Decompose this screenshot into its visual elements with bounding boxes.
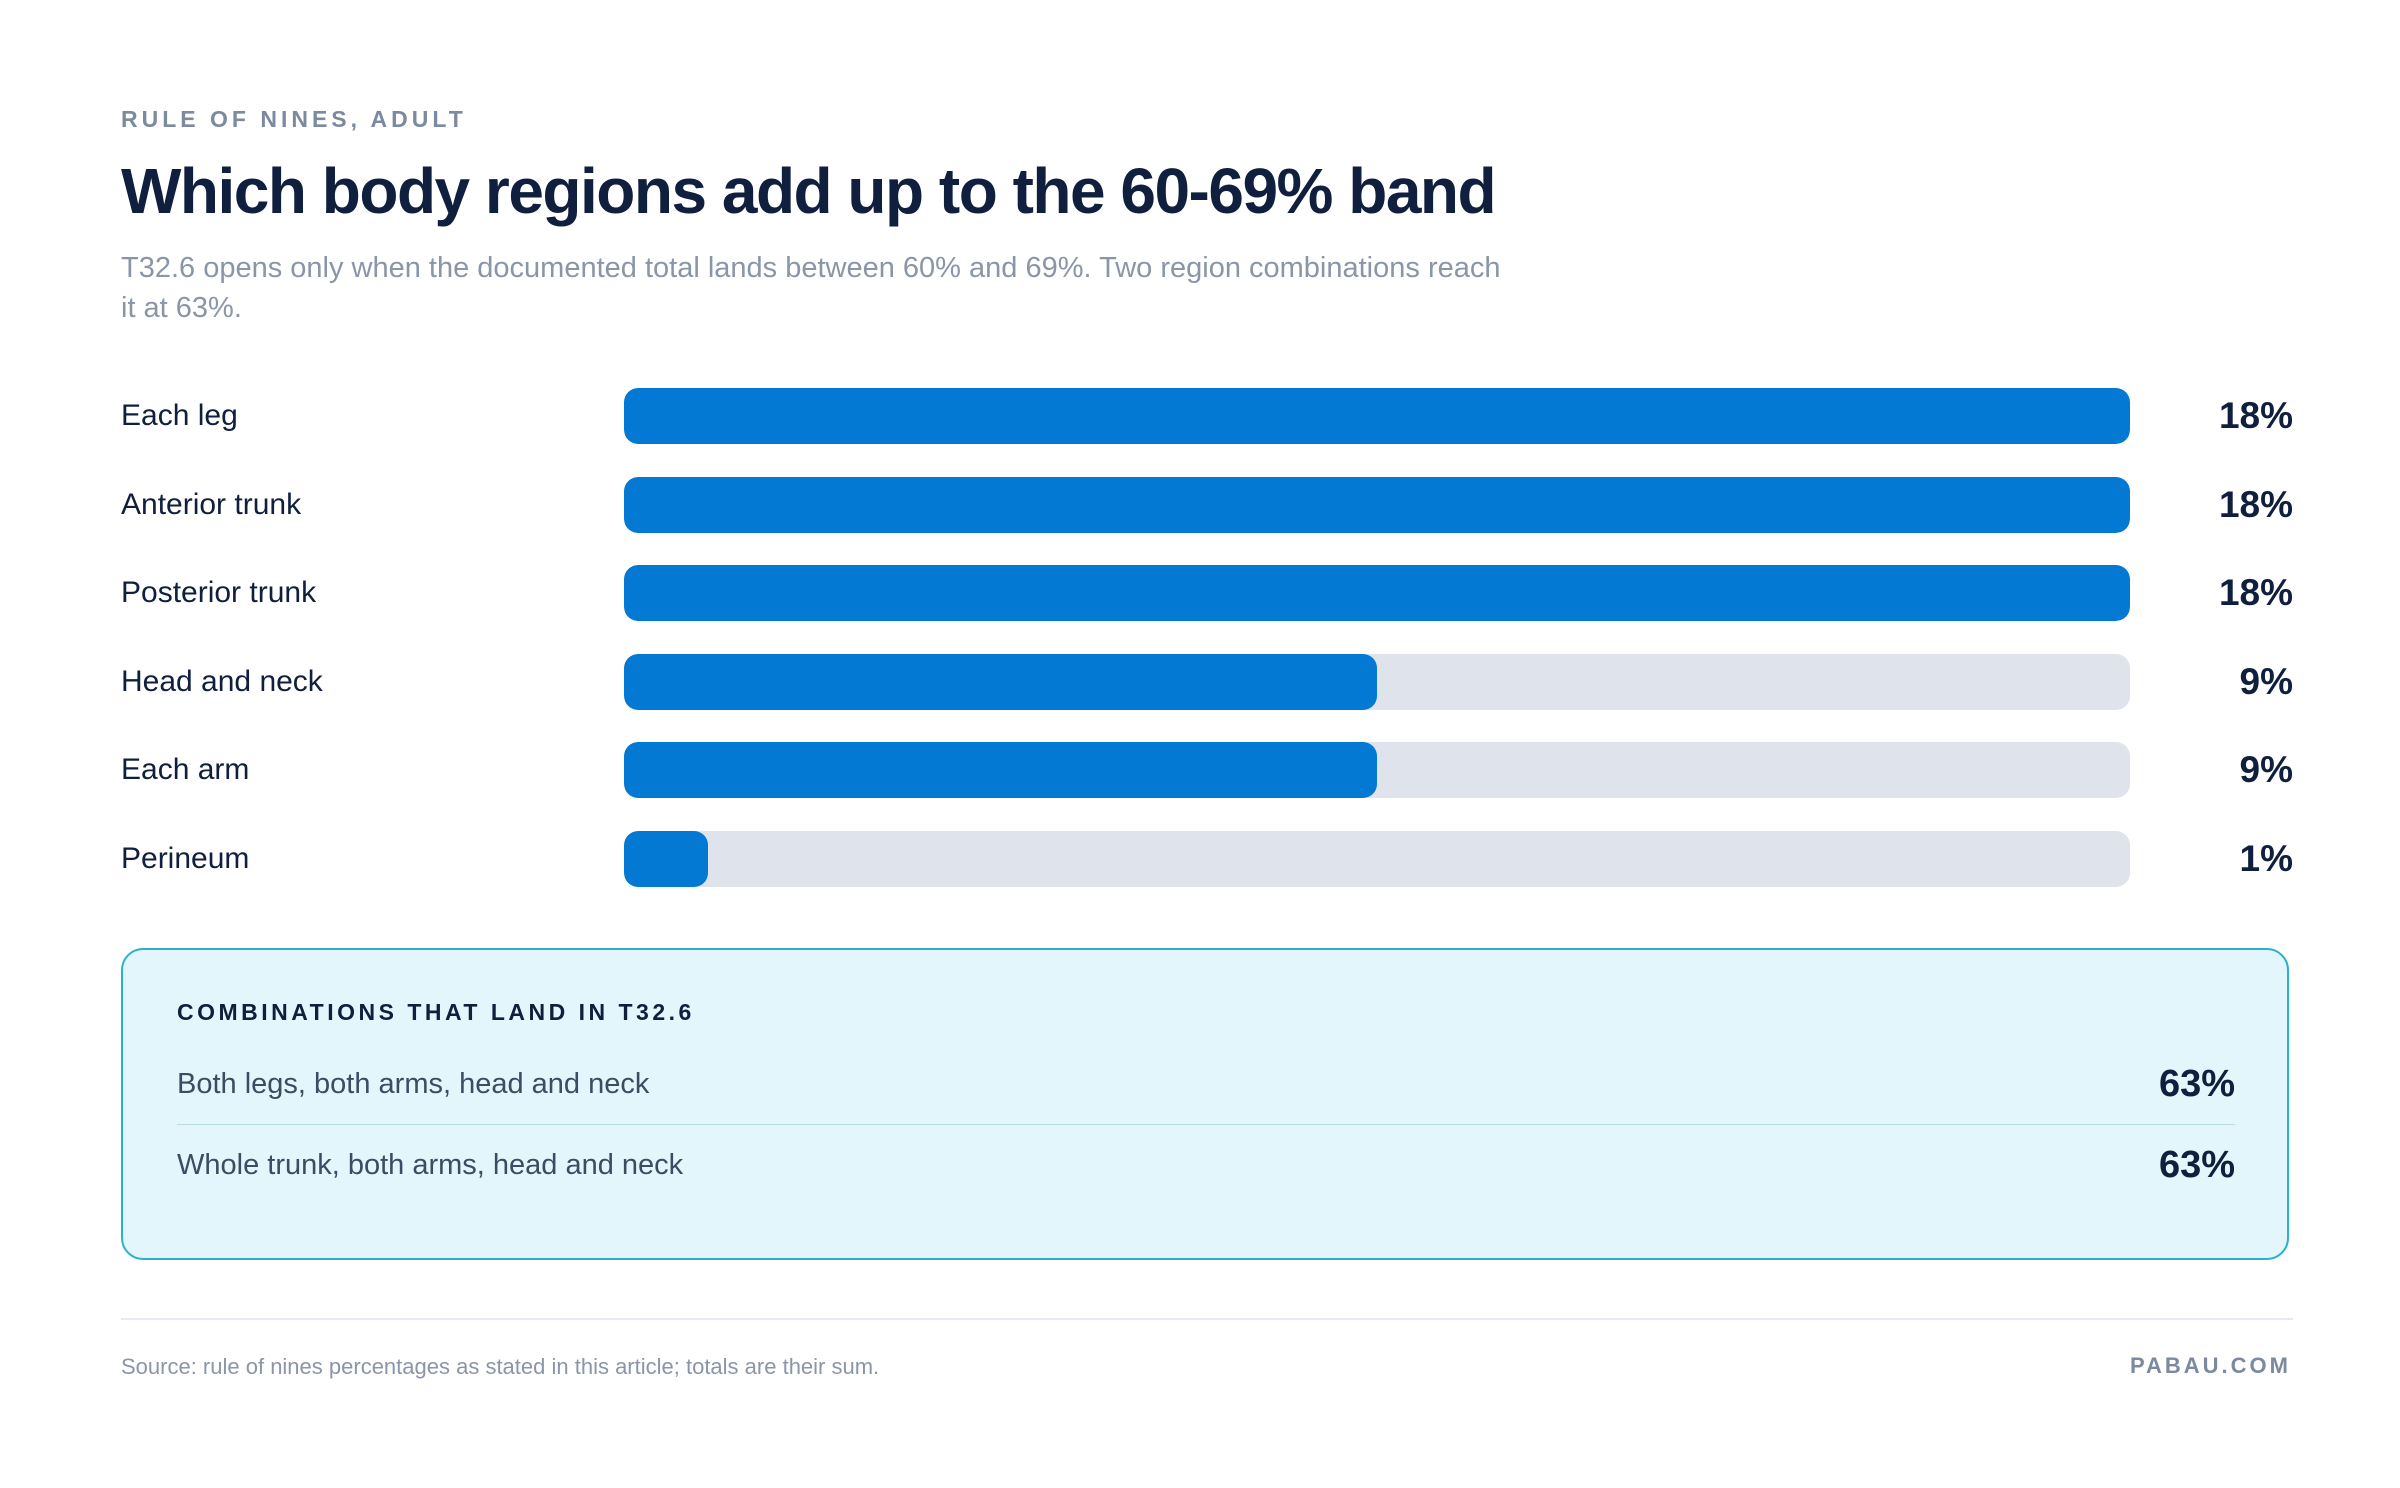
eyebrow-label: RULE OF NINES, ADULT bbox=[121, 106, 467, 132]
bar-row: Each leg 18% bbox=[121, 388, 2293, 444]
page-title: Which body regions add up to the 60-69% … bbox=[121, 155, 1497, 227]
bar-value-label: 18% bbox=[2218, 483, 2293, 525]
bar-track bbox=[624, 830, 2130, 887]
bar-track bbox=[624, 388, 2130, 444]
bar-category-label: Perineum bbox=[121, 841, 250, 875]
bar-value-label: 18% bbox=[2218, 395, 2293, 436]
combination-value: 63% bbox=[2158, 1144, 2235, 1186]
bar bbox=[624, 565, 2130, 621]
bar-category-label: Anterior trunk bbox=[121, 487, 302, 521]
bar-row: Head and neck 9% bbox=[121, 653, 2293, 710]
bar-category-label: Each leg bbox=[121, 399, 238, 432]
combination-row: Whole trunk, both arms, head and neck 63… bbox=[177, 1125, 2235, 1205]
bar bbox=[624, 742, 1377, 798]
combination-label: Whole trunk, both arms, head and neck bbox=[177, 1149, 684, 1181]
bar-category-label: Head and neck bbox=[121, 664, 323, 698]
infographic: RULE OF NINES, ADULT Which body regions … bbox=[121, 0, 2293, 1488]
bar bbox=[624, 388, 2130, 444]
page-subtitle: T32.6 opens only when the documented tot… bbox=[121, 252, 1501, 324]
combination-row: Both legs, both arms, head and neck 63% bbox=[177, 1044, 2235, 1125]
bar-track bbox=[624, 476, 2130, 533]
bar-track bbox=[624, 742, 2130, 798]
combinations-heading: COMBINATIONS THAT LAND IN T32.6 bbox=[177, 999, 695, 1025]
bar-value-label: 18% bbox=[2218, 572, 2293, 613]
combination-value: 63% bbox=[2158, 1063, 2235, 1105]
footer-divider bbox=[121, 1318, 2293, 1320]
brand-mark: PABAU.COM bbox=[2129, 1353, 2291, 1378]
source-note: Source: rule of nines percentages as sta… bbox=[121, 1354, 880, 1379]
bar-value-label: 9% bbox=[2239, 660, 2293, 702]
bar-value-label: 1% bbox=[2239, 837, 2293, 879]
bar bbox=[624, 476, 2130, 533]
combination-label: Both legs, both arms, head and neck bbox=[177, 1068, 650, 1100]
bar bbox=[624, 830, 708, 887]
bar bbox=[624, 653, 1377, 710]
bar-chart: Each leg 18% Anterior trunk 18% Posterior tr… bbox=[121, 388, 2293, 919]
bar-row: Anterior trunk 18% bbox=[121, 476, 2293, 533]
bar-row: Perineum 1% bbox=[121, 830, 2293, 887]
bar-row: Each arm 9% bbox=[121, 742, 2293, 798]
bar-row: Posterior trunk 18% bbox=[121, 565, 2293, 621]
bar-track bbox=[624, 653, 2130, 710]
bar-category-label: Each arm bbox=[121, 753, 250, 786]
combinations-panel: COMBINATIONS THAT LAND IN T32.6 Both leg… bbox=[121, 948, 2289, 1260]
bar-category-label: Posterior trunk bbox=[121, 576, 317, 609]
bar-value-label: 9% bbox=[2239, 749, 2293, 790]
bar-track bbox=[624, 565, 2130, 621]
